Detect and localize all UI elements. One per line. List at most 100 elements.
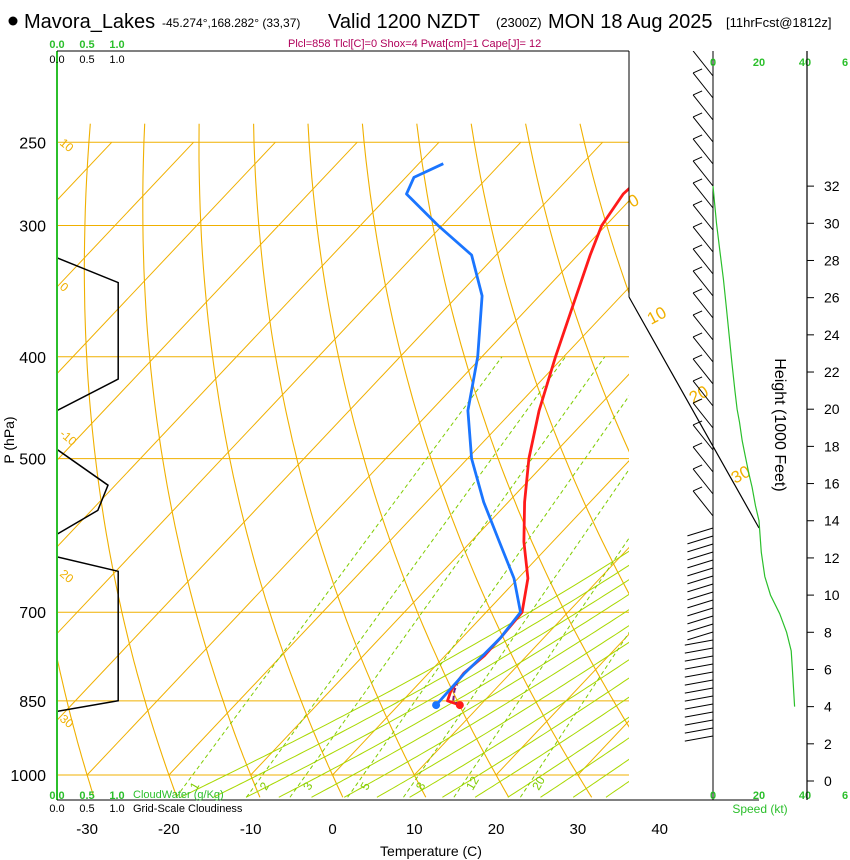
- wind-barb: [684, 663, 714, 670]
- wind-barb: [687, 583, 714, 593]
- isotherm-label: -10: [57, 427, 80, 449]
- mixing-ratio-label: 8: [413, 779, 429, 792]
- sounding-series: [405, 162, 629, 710]
- forecast-info: [11hrFcst@1812z]: [726, 15, 831, 30]
- wind-barb: [692, 160, 714, 187]
- wind-barb: [687, 567, 714, 577]
- wind-barb-flag: [692, 332, 703, 338]
- speed-tick-bottom: 0: [710, 790, 716, 802]
- isotherm-line: [660, 142, 850, 775]
- speed-tick-top: 6: [842, 57, 848, 69]
- dry-adiabat-line: [416, 123, 629, 728]
- mixing-ratio-label: 5: [357, 779, 373, 792]
- height-tick-label: 10: [824, 587, 840, 603]
- moist-adiabat-line: [245, 579, 629, 798]
- wind-barb: [687, 607, 714, 617]
- cloudwater-tick-top: 0.5: [79, 39, 94, 51]
- wind-barb: [684, 695, 714, 702]
- wind-barb: [687, 591, 714, 601]
- temperature-tick-label: 30: [570, 821, 587, 838]
- wind-barb-flag: [692, 156, 703, 162]
- moist-adiabat-line: [278, 593, 629, 798]
- wind-barb: [692, 182, 714, 209]
- dry-adiabat-line: [361, 123, 593, 798]
- pressure-tick-label: 850: [19, 694, 46, 711]
- moist-adiabat-line: [639, 124, 850, 798]
- wind-barb: [692, 336, 714, 363]
- wind-barb: [692, 116, 714, 143]
- moist-adiabat-line: [605, 780, 629, 798]
- cloudiness-tick-bottom: 1.0: [109, 803, 124, 815]
- wind-panel: [684, 51, 714, 742]
- wind-barb-flag: [692, 486, 703, 492]
- temperature-tick-label: 0: [328, 821, 336, 838]
- dry-adiabat-line: [57, 654, 95, 798]
- wind-barb: [687, 615, 714, 625]
- dry-adiabat-label: 10: [644, 303, 670, 329]
- wind-barb-flag: [692, 112, 703, 118]
- height-tick-label: 12: [824, 550, 840, 566]
- height-axis-title: Height (1000 Feet): [771, 358, 788, 491]
- temperature-axis: -30 -20 -10 0 10 20 30 40: [76, 821, 668, 838]
- wind-barb: [692, 72, 714, 99]
- location-name: Mavora_Lakes: [24, 11, 155, 33]
- wind-barb: [692, 490, 714, 517]
- wind-barb: [687, 559, 714, 569]
- cloudwater-tick-bottom: 0.5: [79, 790, 94, 802]
- temperature-tick-label: -10: [240, 821, 262, 838]
- wind-barb: [687, 535, 714, 545]
- mixing-ratio-line: [347, 395, 629, 798]
- height-tick-label: 26: [824, 290, 840, 306]
- location-coords: -45.274°,168.282° (33,37): [162, 16, 300, 30]
- moist-adiabat-line: [442, 677, 629, 798]
- x-axis-title: Temperature (C): [380, 843, 482, 859]
- wind-barb: [692, 248, 714, 275]
- moist-adiabat-line: [376, 641, 629, 798]
- wind-barb: [684, 655, 714, 662]
- wind-barb: [684, 647, 714, 654]
- wind-barb-flag: [692, 420, 703, 426]
- mixing-ratio-label: 3: [300, 779, 316, 792]
- pressure-tick-label: 1000: [10, 768, 46, 785]
- temperature-tick-label: 10: [406, 821, 423, 838]
- height-tick-label: 22: [824, 364, 840, 380]
- wind-barb-flag: [692, 376, 703, 382]
- isotherm-line: [413, 546, 629, 776]
- moist-adiabat-line: [507, 716, 629, 798]
- mixing-ratio-line: [519, 631, 629, 798]
- wind-barb: [684, 687, 714, 694]
- wind-barb-flag: [692, 178, 703, 184]
- cloudiness-tick-top: 0.0: [49, 54, 64, 66]
- wind-barb: [692, 270, 714, 297]
- speed-profile-line: [712, 186, 796, 707]
- temperature-line: [446, 186, 629, 707]
- moist-adiabat-line: [474, 696, 629, 798]
- wind-barb: [684, 711, 714, 718]
- wind-barb: [692, 358, 714, 385]
- wind-barb: [684, 639, 714, 646]
- wind-barb: [687, 599, 714, 609]
- mixing-ratio-line: [175, 356, 503, 798]
- wind-barb: [684, 719, 714, 726]
- valid-time: Valid 1200 NZDT: [328, 11, 480, 33]
- speed-tick-top: 20: [753, 57, 765, 69]
- wind-barb-flag: [692, 222, 703, 228]
- wind-barb: [692, 468, 714, 495]
- utc-time: (2300Z): [496, 15, 542, 30]
- speed-tick-bottom: 40: [799, 790, 811, 802]
- pressure-tick-label: 250: [19, 135, 46, 152]
- sounding-parameters: Plcl=858 Tlcl[C]=0 Shox=4 Pwat[cm]=1 Cap…: [288, 38, 541, 50]
- moist-adiabat-line: [343, 625, 629, 798]
- mixing-ratio-line: [453, 537, 629, 798]
- height-tick-label: 20: [824, 401, 840, 417]
- height-tick-label: 14: [824, 513, 840, 529]
- wind-barb: [687, 575, 714, 585]
- isotherm-label: 10: [57, 136, 76, 156]
- height-tick-label: 6: [824, 661, 832, 677]
- mixing-ratio-lines: [175, 356, 629, 798]
- y-axis-title: P (hPa): [1, 416, 17, 463]
- isotherm-line: [57, 141, 358, 461]
- speed-tick-top: 0: [710, 57, 716, 69]
- isotherm-line: [86, 200, 629, 776]
